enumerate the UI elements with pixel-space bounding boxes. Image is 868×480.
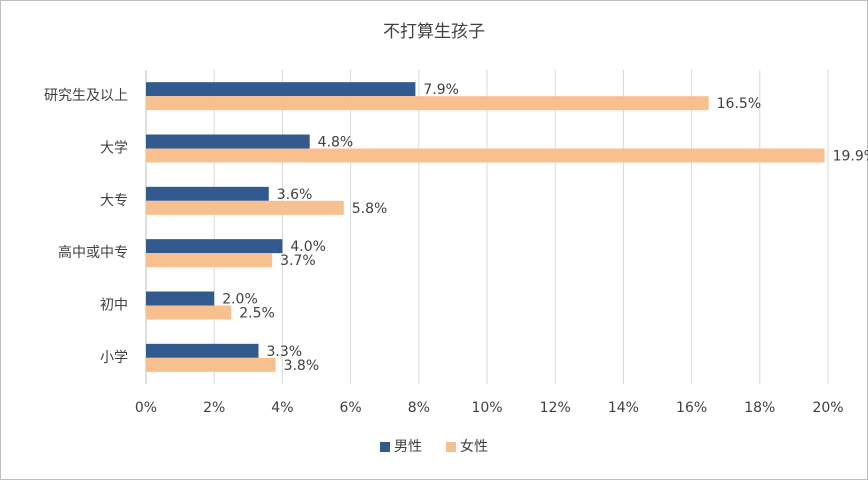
legend-label: 男性 xyxy=(394,439,422,455)
x-tick-label: 12% xyxy=(540,400,571,416)
y-tick-label: 大专 xyxy=(100,193,128,209)
y-tick-label: 研究生及以上 xyxy=(44,88,128,104)
data-label: 7.9% xyxy=(423,82,459,98)
data-label: 5.8% xyxy=(352,201,388,217)
bar xyxy=(146,134,310,149)
bar xyxy=(146,305,232,320)
x-tick-label: 14% xyxy=(608,400,639,416)
data-label: 2.5% xyxy=(239,306,275,322)
bar xyxy=(146,291,215,306)
x-tick-label: 18% xyxy=(744,400,775,416)
x-tick-label: 10% xyxy=(471,400,502,416)
bar xyxy=(146,343,259,358)
bar xyxy=(146,200,344,215)
bar xyxy=(146,148,825,163)
bar xyxy=(146,96,709,111)
data-label: 4.8% xyxy=(318,135,354,151)
data-label: 3.3% xyxy=(267,344,303,360)
y-tick-label: 大学 xyxy=(100,141,128,157)
x-tick-label: 20% xyxy=(812,400,843,416)
bar xyxy=(146,253,273,268)
legend-swatch xyxy=(380,442,390,452)
data-label: 3.7% xyxy=(280,253,316,269)
bar xyxy=(146,82,416,97)
data-label: 16.5% xyxy=(717,96,761,112)
bar xyxy=(146,239,283,254)
y-tick-label: 高中或中专 xyxy=(58,244,128,261)
chart-title: 不打算生孩子 xyxy=(383,22,485,42)
data-label: 19.9% xyxy=(833,149,868,165)
y-tick-label: 初中 xyxy=(100,297,128,314)
x-tick-label: 8% xyxy=(408,400,430,416)
x-tick-label: 16% xyxy=(676,400,707,416)
x-tick-label: 6% xyxy=(339,400,361,416)
bar xyxy=(146,357,276,372)
legend-label: 女性 xyxy=(460,438,488,455)
bar xyxy=(146,186,269,201)
data-label: 4.0% xyxy=(290,239,326,255)
x-tick-label: 2% xyxy=(203,400,225,416)
data-label: 3.8% xyxy=(284,358,320,374)
y-tick-label: 小学 xyxy=(100,350,128,366)
x-tick-label: 0% xyxy=(135,400,157,416)
data-label: 3.6% xyxy=(277,187,313,203)
data-label: 2.0% xyxy=(222,292,258,308)
legend-swatch xyxy=(446,442,456,452)
x-tick-label: 4% xyxy=(271,400,293,416)
